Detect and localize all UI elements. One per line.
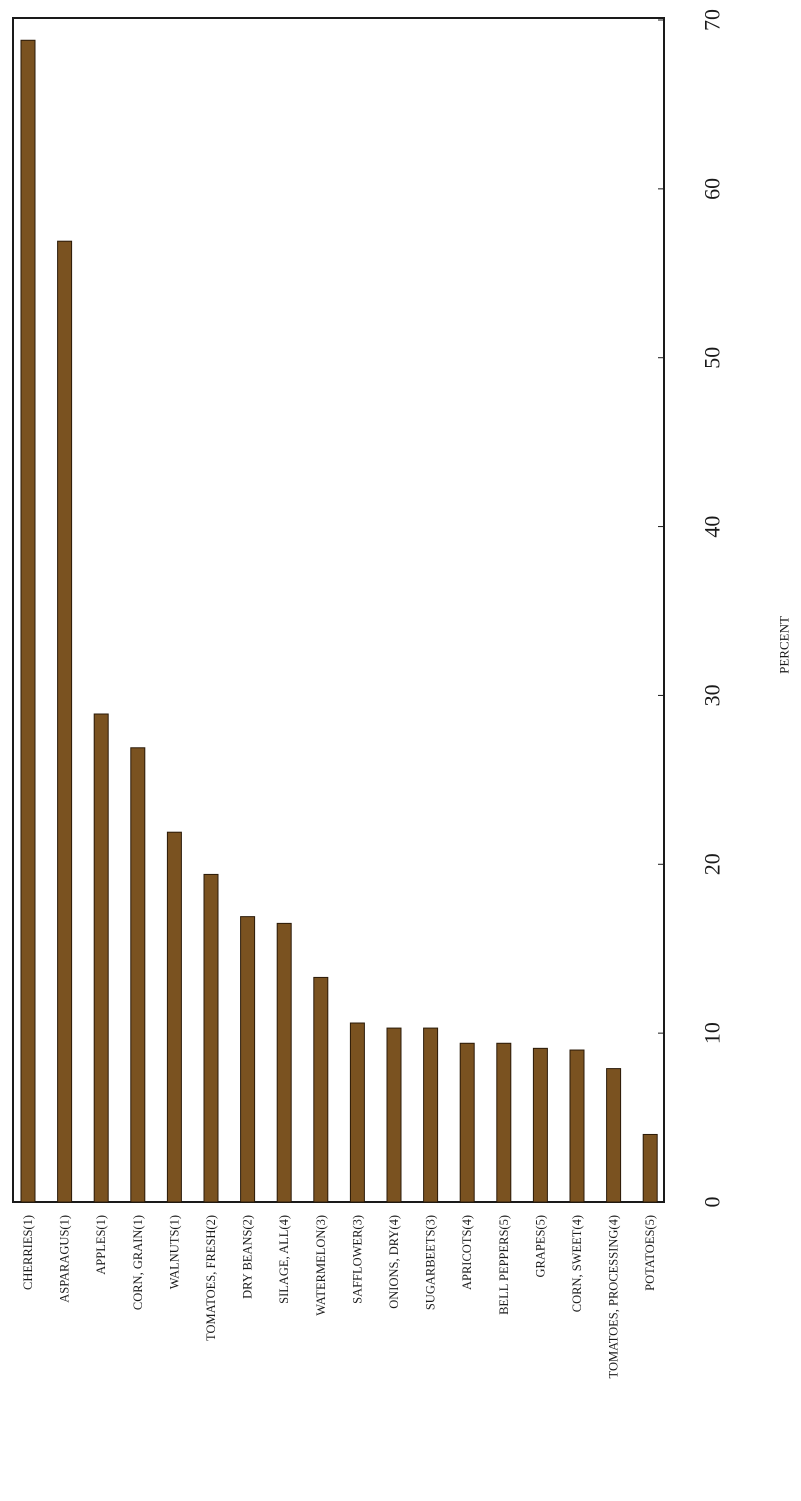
category-label: APPLES(1)	[94, 1215, 108, 1275]
bar	[57, 240, 73, 1203]
category-label: TOMATOES, PROCESSING(4)	[607, 1215, 621, 1378]
category-label: CORN, GRAIN(1)	[131, 1215, 145, 1310]
category-label: APRICOTS(4)	[460, 1215, 474, 1290]
bar	[459, 1042, 475, 1203]
category-label: ONIONS, DRY(4)	[387, 1215, 401, 1309]
bar	[423, 1027, 439, 1203]
tick-label: 10	[700, 1022, 725, 1044]
bar	[203, 873, 219, 1203]
tick-label: 70	[700, 9, 725, 31]
bar	[276, 922, 292, 1203]
value-axis: 0 10 20 30 40 50 60 70	[658, 9, 725, 1208]
bar	[642, 1133, 658, 1203]
bar	[240, 916, 256, 1203]
bar	[93, 713, 109, 1203]
category-label: ASPARAGUS(1)	[58, 1215, 72, 1303]
tick-label: 30	[700, 684, 725, 706]
bar	[386, 1027, 402, 1203]
category-label: DRY BEANS(2)	[241, 1215, 255, 1299]
bar	[166, 831, 182, 1203]
plot-frame	[12, 17, 665, 1203]
category-label: SAFFLOWER(3)	[350, 1215, 364, 1304]
category-label: GRAPES(5)	[533, 1215, 547, 1278]
category-label: CHERRIES(1)	[21, 1215, 35, 1290]
bar	[606, 1068, 622, 1203]
tick-label: 50	[700, 347, 725, 369]
value-axis-title: PERCENT	[777, 616, 792, 674]
tick-label: 20	[700, 853, 725, 875]
bar	[130, 747, 146, 1203]
category-label: TOMATOES, FRESH(2)	[204, 1215, 218, 1341]
bar	[20, 39, 36, 1203]
tick-label: 40	[700, 516, 725, 538]
tick-label: 0	[700, 1197, 725, 1208]
tick-label: 60	[700, 178, 725, 200]
category-label: SILAGE, ALL(4)	[277, 1215, 291, 1304]
category-label: SUGARBEETS(3)	[424, 1215, 438, 1310]
bar	[569, 1049, 585, 1203]
category-label: WALNUTS(1)	[167, 1215, 181, 1289]
category-label: POTATOES(5)	[643, 1215, 657, 1291]
category-label: WATERMELON(3)	[314, 1215, 328, 1316]
category-label: BELL PEPPERS(5)	[497, 1215, 511, 1315]
bar	[532, 1047, 548, 1203]
bar	[496, 1042, 512, 1203]
bars	[20, 39, 658, 1203]
category-label: CORN, SWEET(4)	[570, 1215, 584, 1312]
bar	[313, 976, 329, 1203]
category-axis: CHERRIES(1) ASPARAGUS(1) APPLES(1) CORN, GR…	[21, 1215, 657, 1378]
bar	[349, 1022, 365, 1203]
